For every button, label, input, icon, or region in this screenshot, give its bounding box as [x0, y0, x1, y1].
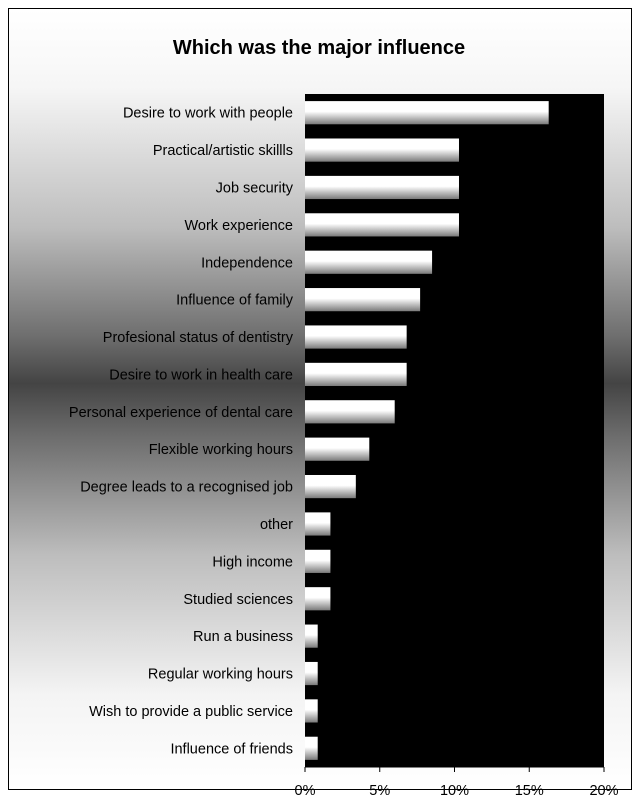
bar [305, 288, 421, 312]
bar [305, 325, 407, 349]
bar [305, 587, 331, 611]
category-label: Desire to work in health care [109, 367, 293, 383]
bars-group [305, 101, 549, 760]
x-tick-label: 10% [440, 783, 469, 799]
category-label: Practical/artistic skillls [153, 143, 293, 159]
bar [305, 474, 356, 499]
category-label: Personal experience of dental care [69, 405, 293, 421]
x-tick-label: 15% [515, 783, 544, 799]
category-label: Regular working hours [148, 667, 293, 683]
category-label: Run a business [193, 629, 293, 645]
bar [305, 362, 407, 387]
bar [305, 175, 459, 200]
plot-area [305, 94, 604, 767]
category-label: Job security [216, 180, 294, 196]
x-tick-label: 0% [295, 783, 316, 799]
bar [305, 736, 318, 760]
category-label: Work experience [184, 218, 293, 234]
category-label: Studied sciences [183, 592, 293, 608]
category-label: Wish to provide a public service [89, 704, 293, 720]
category-label: Independence [201, 255, 293, 271]
bar [305, 624, 318, 648]
bar [305, 437, 370, 461]
category-labels: Desire to work with people Practical/arti… [69, 106, 294, 758]
category-label: High income [212, 554, 293, 570]
bar [305, 213, 459, 237]
x-axis-ticks: 0% 5% 10% 15% 20% [295, 767, 619, 799]
category-label: other [260, 517, 293, 533]
chart-title: Which was the major influence [173, 37, 465, 59]
bar [305, 512, 331, 536]
category-label: Influence of friends [170, 741, 293, 757]
category-label: Influence of family [176, 293, 294, 309]
bar [305, 661, 318, 686]
bar [305, 400, 395, 424]
bar [305, 138, 459, 162]
category-label: Degree leads to a recognised job [80, 480, 293, 496]
bar [305, 250, 433, 274]
x-tick-label: 5% [369, 783, 390, 799]
category-label: Flexible working hours [149, 442, 293, 458]
category-label: Profesional status of dentistry [103, 330, 294, 346]
category-label: Desire to work with people [123, 106, 293, 122]
bar [305, 101, 549, 125]
bar [305, 699, 318, 723]
bar [305, 549, 331, 573]
x-tick-label: 20% [589, 783, 618, 799]
